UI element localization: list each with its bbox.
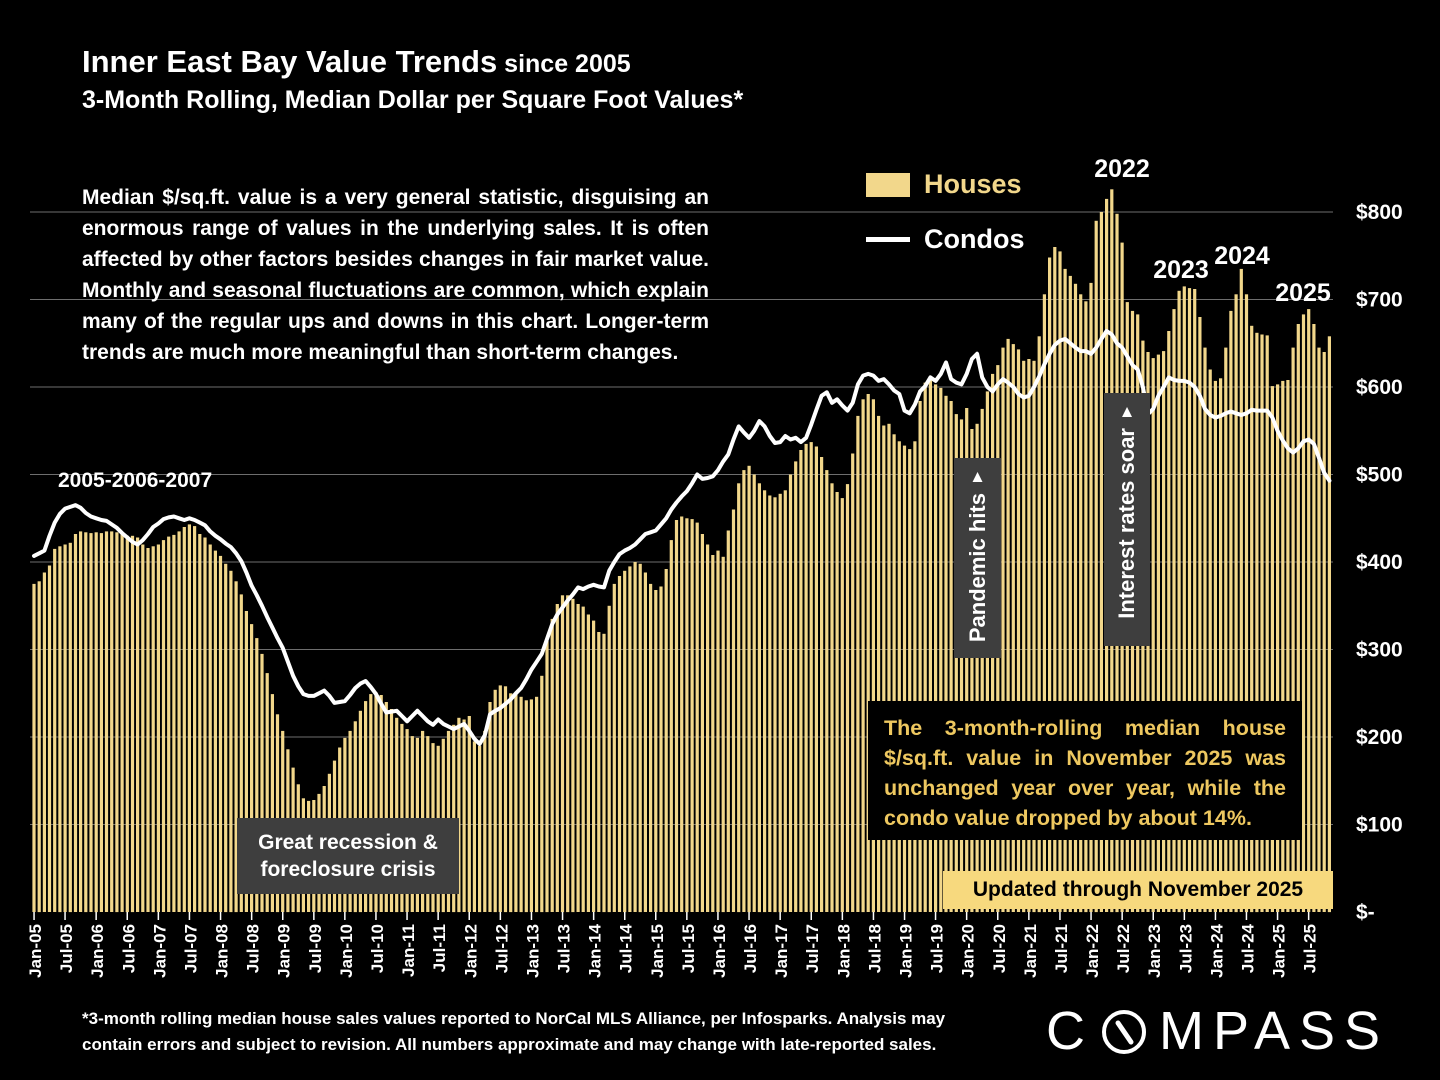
svg-text:Jan-05: Jan-05	[26, 924, 45, 978]
description-paragraph: Median $/sq.ft. value is a very general …	[82, 186, 709, 364]
svg-text:Jul-07: Jul-07	[181, 924, 200, 973]
svg-text:Jan-15: Jan-15	[648, 924, 667, 978]
svg-text:Jan-20: Jan-20	[959, 924, 978, 978]
svg-text:Jul-09: Jul-09	[306, 924, 325, 973]
recession-line2: foreclosure crisis	[260, 858, 436, 881]
svg-text:$800: $800	[1356, 201, 1403, 224]
svg-text:Jul-16: Jul-16	[741, 924, 760, 973]
svg-text:Jul-21: Jul-21	[1052, 924, 1071, 973]
svg-text:Jan-17: Jan-17	[772, 924, 791, 978]
svg-text:$500: $500	[1356, 464, 1403, 487]
footnote-line2: contain errors and subject to revision. …	[82, 1035, 937, 1054]
annotation-rates-text: Interest rates soar	[1114, 428, 1139, 619]
page-title-main: Inner East Bay Value Trends	[82, 44, 498, 79]
page-title-suffix: since 2005	[497, 50, 631, 78]
svg-text:Jan-10: Jan-10	[337, 924, 356, 978]
condos-line	[32, 329, 1332, 746]
callout-box: The 3-month-rolling median house $/sq.ft…	[868, 701, 1302, 840]
svg-text:Jan-23: Jan-23	[1145, 924, 1164, 978]
legend-condos-label: Condos	[924, 224, 1025, 254]
svg-text:Jan-22: Jan-22	[1083, 924, 1102, 978]
svg-text:Jan-06: Jan-06	[88, 924, 107, 978]
footnote-line1: *3-month rolling median house sales valu…	[82, 1009, 946, 1028]
svg-text:Jul-19: Jul-19	[928, 924, 947, 973]
svg-text:Jan-18: Jan-18	[834, 924, 853, 978]
svg-text:Jul-15: Jul-15	[679, 924, 698, 973]
annotation-interest-rates: ▲ Interest rates soar	[1104, 393, 1150, 646]
svg-text:$100: $100	[1356, 814, 1403, 837]
houses-bars	[32, 189, 1331, 913]
x-axis: Jan-05 Jul-05 Jan-06 Jul-06 Jan-07 Jul-07 Jan-…	[26, 912, 1320, 978]
svg-text:Jul-12: Jul-12	[492, 924, 511, 973]
svg-text:Jul-14: Jul-14	[617, 923, 636, 973]
footnote: *3-month rolling median house sales valu…	[82, 1006, 945, 1058]
label-year-2023: 2023	[1153, 256, 1209, 284]
label-era-2005-2007: 2005-2006-2007	[58, 469, 213, 492]
svg-text:Jan-11: Jan-11	[399, 924, 418, 977]
logo-letter-c: C	[1046, 1001, 1094, 1061]
svg-text:Jul-25: Jul-25	[1301, 924, 1320, 973]
svg-text:Jan-24: Jan-24	[1207, 923, 1226, 977]
svg-text:$300: $300	[1356, 639, 1403, 662]
compass-logo: C MPASS	[1046, 1004, 1389, 1058]
svg-text:Jul-13: Jul-13	[555, 924, 574, 973]
page-title: Inner East Bay Value Trends since 2005	[82, 44, 631, 80]
page-subtitle: 3-Month Rolling, Median Dollar per Squar…	[82, 86, 744, 114]
svg-text:Jul-22: Jul-22	[1114, 924, 1133, 973]
svg-text:Jan-16: Jan-16	[710, 924, 729, 978]
svg-text:$700: $700	[1356, 289, 1403, 312]
annotation-pandemic-hits: ▲ Pandemic hits	[954, 458, 1001, 658]
logo-letters-mpass: MPASS	[1159, 1001, 1390, 1061]
svg-text:Jul-05: Jul-05	[57, 924, 76, 973]
legend-houses: Houses	[866, 169, 1022, 200]
label-year-2022: 2022	[1094, 155, 1150, 183]
up-arrow-icon: ▲	[969, 467, 986, 486]
svg-text:Jul-10: Jul-10	[368, 924, 387, 973]
svg-text:Jul-18: Jul-18	[865, 924, 884, 973]
svg-text:Jul-11: Jul-11	[430, 924, 449, 972]
svg-text:Jul-20: Jul-20	[990, 924, 1009, 973]
svg-text:$-: $-	[1356, 901, 1375, 924]
up-arrow-icon: ▲	[1118, 402, 1136, 421]
svg-text:Jan-12: Jan-12	[461, 924, 480, 978]
svg-text:$400: $400	[1356, 551, 1403, 574]
svg-text:Jul-23: Jul-23	[1176, 924, 1195, 973]
svg-text:Jul-06: Jul-06	[119, 924, 138, 973]
svg-text:Jan-19: Jan-19	[897, 924, 916, 978]
svg-text:Jan-14: Jan-14	[586, 923, 605, 977]
label-year-2024: 2024	[1214, 242, 1270, 270]
svg-text:Jan-09: Jan-09	[275, 924, 294, 978]
svg-text:Jul-08: Jul-08	[244, 924, 263, 973]
label-year-2025: 2025	[1275, 279, 1331, 307]
svg-text:Jan-13: Jan-13	[523, 924, 542, 978]
houses-swatch-icon	[866, 172, 910, 197]
compass-o-icon	[1102, 1010, 1146, 1054]
svg-text:$200: $200	[1356, 726, 1403, 749]
y-axis-labels: $- $100 $200 $300 $400 $500 $600 $700 $800	[1356, 201, 1403, 924]
svg-text:Jan-08: Jan-08	[213, 924, 232, 978]
condos-line-swatch-icon	[866, 237, 910, 242]
annotation-pandemic-text: Pandemic hits	[964, 493, 990, 643]
svg-text:Jul-17: Jul-17	[803, 924, 822, 973]
svg-text:Jan-21: Jan-21	[1021, 924, 1040, 978]
svg-text:$600: $600	[1356, 376, 1403, 399]
annotation-great-recession: Great recession & foreclosure crisis	[237, 818, 459, 894]
updated-banner: Updated through November 2025	[943, 871, 1333, 909]
svg-text:Jan-25: Jan-25	[1270, 924, 1289, 978]
svg-text:Jan-07: Jan-07	[150, 924, 169, 978]
legend-houses-label: Houses	[924, 169, 1022, 199]
svg-text:Jul-24: Jul-24	[1239, 923, 1258, 973]
legend-condos: Condos	[866, 224, 1025, 255]
recession-line1: Great recession &	[258, 831, 438, 854]
